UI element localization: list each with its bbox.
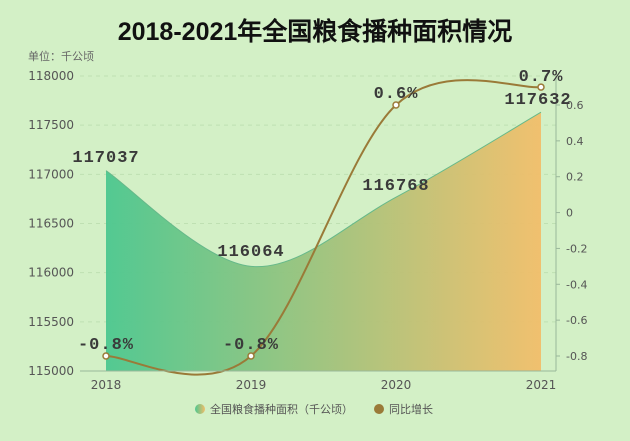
area-outline <box>105 111 542 268</box>
area-value-label: 117037 <box>72 149 139 168</box>
area-value-label: 116768 <box>362 177 429 196</box>
legend-area-label[interactable]: 全国粮食播种面积（千公顷） <box>210 402 353 416</box>
y-left-tick-label: 116500 <box>28 217 74 231</box>
area-series <box>105 111 542 371</box>
x-tick-label: 2021 <box>526 378 557 392</box>
growth-value-label: 0.7% <box>519 68 564 87</box>
chart-title: 2018-2021年全国粮食播种面积情况 <box>118 17 513 46</box>
y-left-tick-label: 116000 <box>28 266 74 280</box>
area-fill <box>106 112 541 371</box>
legend[interactable]: 全国粮食播种面积（千公顷） 同比增长 <box>195 402 433 416</box>
y-left-tick-label: 115000 <box>28 364 74 378</box>
growth-value-label: -0.8% <box>78 336 134 355</box>
area-value-label: 116064 <box>217 243 284 262</box>
y-right-tick-label: 0.4 <box>566 135 584 148</box>
y-left-tick-label: 117500 <box>28 118 74 132</box>
growth-line <box>105 79 542 376</box>
y-right-tick-label: -0.4 <box>566 278 587 291</box>
y-right-tick-label: 0.2 <box>566 171 584 184</box>
growth-point[interactable] <box>247 352 255 360</box>
legend-line-swatch <box>374 404 384 414</box>
y-right-tick-label: -0.6 <box>566 314 587 327</box>
x-tick-label: 2018 <box>91 378 122 392</box>
growth-value-label: -0.8% <box>223 336 279 355</box>
unit-label: 单位：千公顷 <box>28 49 94 63</box>
y-left-tick-label: 117000 <box>28 167 74 181</box>
y-right-tick-label: 0.6 <box>566 99 584 112</box>
growth-value-label: 0.6% <box>374 85 419 104</box>
x-tick-label: 2020 <box>381 378 412 392</box>
growth-point[interactable] <box>537 83 545 91</box>
growth-line-series <box>102 79 545 376</box>
x-tick-label: 2019 <box>236 378 267 392</box>
data-labels: 117037 116064 116768 117632 -0.8% -0.8% 0.6% 0.… <box>72 68 571 355</box>
growth-point[interactable] <box>392 101 400 109</box>
y-left-tick-label: 118000 <box>28 69 74 83</box>
y-left-tick-label: 115500 <box>28 315 74 329</box>
y-right-tick-label: -0.8 <box>566 350 587 363</box>
growth-point[interactable] <box>102 352 110 360</box>
y-right-tick-label: -0.2 <box>566 242 587 255</box>
area-value-label: 117632 <box>504 91 571 110</box>
axes: 115000 115500 116000 116500 117000 117500 1180… <box>28 69 587 392</box>
y-right-tick-label: 0 <box>566 207 573 220</box>
legend-line-label[interactable]: 同比增长 <box>389 402 433 416</box>
legend-area-swatch <box>195 404 205 414</box>
